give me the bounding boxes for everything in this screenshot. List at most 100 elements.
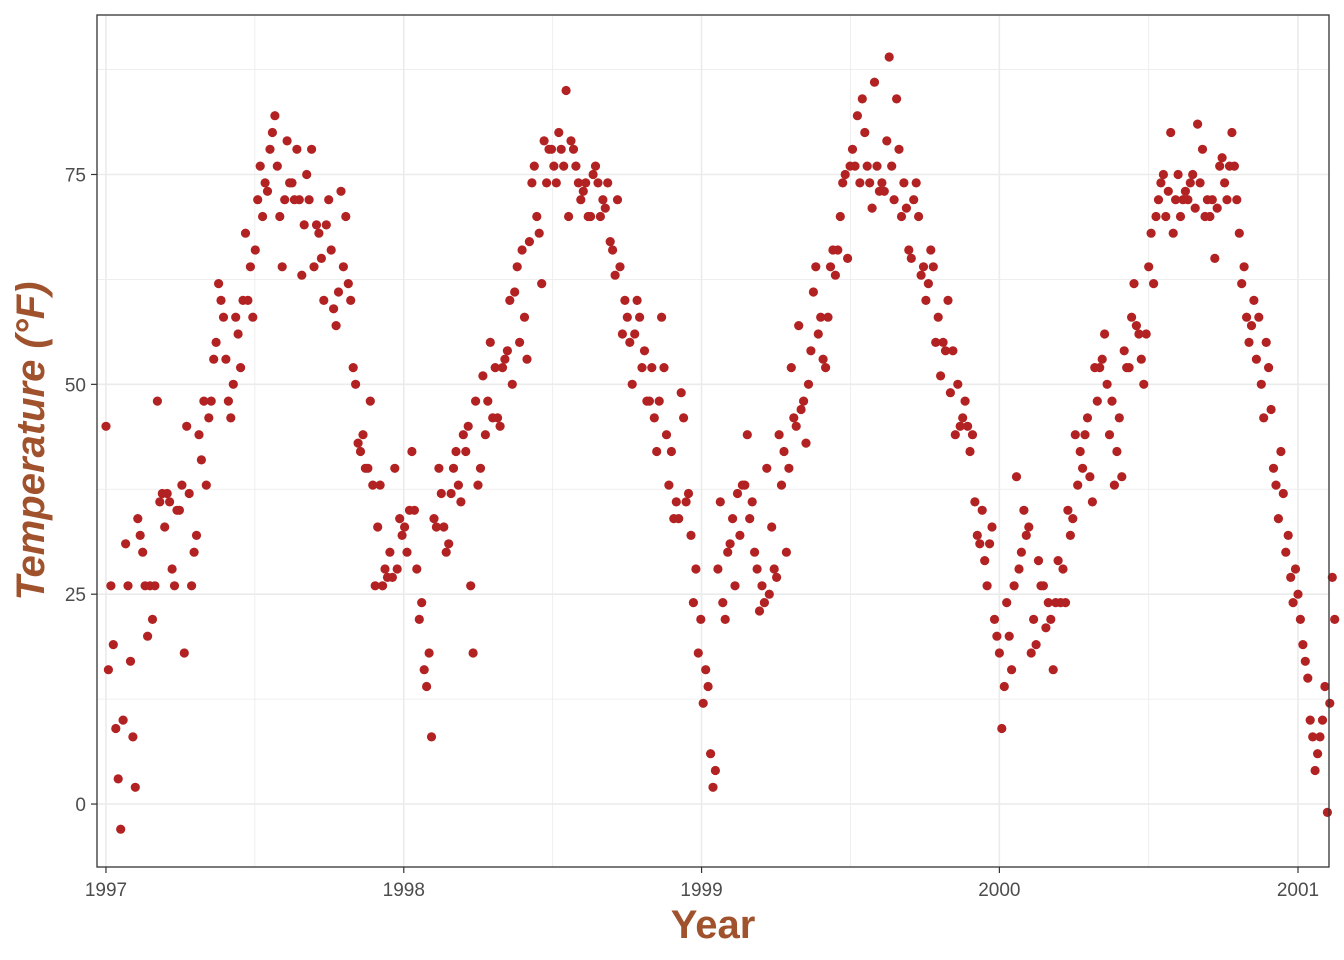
data-point <box>914 211 924 222</box>
data-point <box>610 270 620 280</box>
data-point <box>1112 446 1122 457</box>
data-point <box>319 295 329 305</box>
data-point <box>299 220 309 230</box>
data-point <box>769 564 779 574</box>
data-point <box>108 640 118 650</box>
data-point <box>838 178 848 188</box>
data-point <box>169 581 180 591</box>
data-point <box>762 463 772 473</box>
data-point <box>728 514 738 524</box>
data-point <box>510 287 520 297</box>
data-point <box>272 161 282 171</box>
data-point <box>683 488 694 499</box>
data-point <box>1288 598 1298 608</box>
data-point <box>612 195 623 205</box>
data-point <box>830 270 841 280</box>
data-point <box>1124 363 1134 373</box>
data-point <box>329 304 339 314</box>
data-point <box>502 346 512 356</box>
data-point <box>331 321 341 331</box>
data-point <box>811 262 821 272</box>
data-point <box>1166 127 1176 138</box>
data-point <box>419 665 429 675</box>
data-point <box>1004 631 1014 641</box>
data-point <box>992 631 1002 641</box>
data-point <box>635 312 645 322</box>
data-point <box>196 455 206 465</box>
data-point <box>373 522 383 532</box>
data-point <box>292 144 302 154</box>
data-point <box>473 480 483 490</box>
data-point <box>659 363 669 373</box>
data-point <box>916 270 926 280</box>
data-point <box>576 195 586 205</box>
data-point <box>1087 497 1097 507</box>
data-point <box>1109 480 1119 490</box>
data-point <box>953 379 963 389</box>
data-point <box>948 346 958 356</box>
data-point <box>1119 346 1129 356</box>
data-point <box>355 446 366 457</box>
data-point <box>661 430 672 440</box>
data-point <box>906 253 916 263</box>
data-point <box>1031 640 1041 650</box>
data-point <box>637 363 647 373</box>
data-point <box>316 253 326 263</box>
data-point <box>676 388 686 398</box>
data-point <box>324 195 334 205</box>
data-point <box>1026 648 1036 658</box>
data-point <box>857 94 867 104</box>
data-point <box>674 514 684 524</box>
data-point <box>923 279 934 289</box>
data-point <box>581 178 591 188</box>
x-tick-label: 1999 <box>680 880 722 901</box>
data-point <box>1063 505 1073 515</box>
data-point <box>194 430 204 440</box>
data-point <box>823 312 833 322</box>
data-point <box>128 732 138 742</box>
data-point <box>236 363 246 373</box>
data-point <box>228 379 238 389</box>
data-point <box>1065 530 1075 541</box>
data-point <box>351 379 361 389</box>
data-point <box>1153 195 1164 205</box>
data-point <box>559 161 569 171</box>
data-point <box>1180 186 1190 196</box>
data-point <box>424 648 434 658</box>
data-point <box>311 220 322 230</box>
data-point <box>165 497 175 507</box>
data-point <box>566 136 576 146</box>
data-point <box>280 195 290 205</box>
data-point <box>522 354 532 364</box>
data-point <box>1315 732 1325 742</box>
data-point <box>123 581 133 591</box>
data-point <box>206 396 216 406</box>
data-point <box>938 337 948 347</box>
data-point <box>774 430 784 440</box>
data-point <box>989 614 1000 625</box>
data-point <box>909 195 919 205</box>
data-point <box>407 446 417 457</box>
data-point <box>630 329 640 339</box>
data-point <box>539 136 549 146</box>
data-point <box>911 178 921 188</box>
data-point <box>248 312 258 322</box>
data-point <box>348 363 358 373</box>
data-point <box>534 228 544 238</box>
data-point <box>431 522 441 532</box>
data-point <box>608 245 618 255</box>
data-point <box>825 262 836 272</box>
data-point <box>1016 547 1026 557</box>
data-point <box>341 211 351 222</box>
data-point <box>346 295 356 305</box>
data-point <box>1283 530 1293 541</box>
data-point <box>387 572 397 583</box>
data-point <box>497 363 508 373</box>
data-point <box>1251 354 1261 364</box>
data-point <box>189 547 199 557</box>
data-point <box>791 421 801 431</box>
data-point <box>772 572 782 583</box>
data-point <box>894 144 904 154</box>
data-point <box>277 262 287 272</box>
data-point <box>1246 321 1257 331</box>
